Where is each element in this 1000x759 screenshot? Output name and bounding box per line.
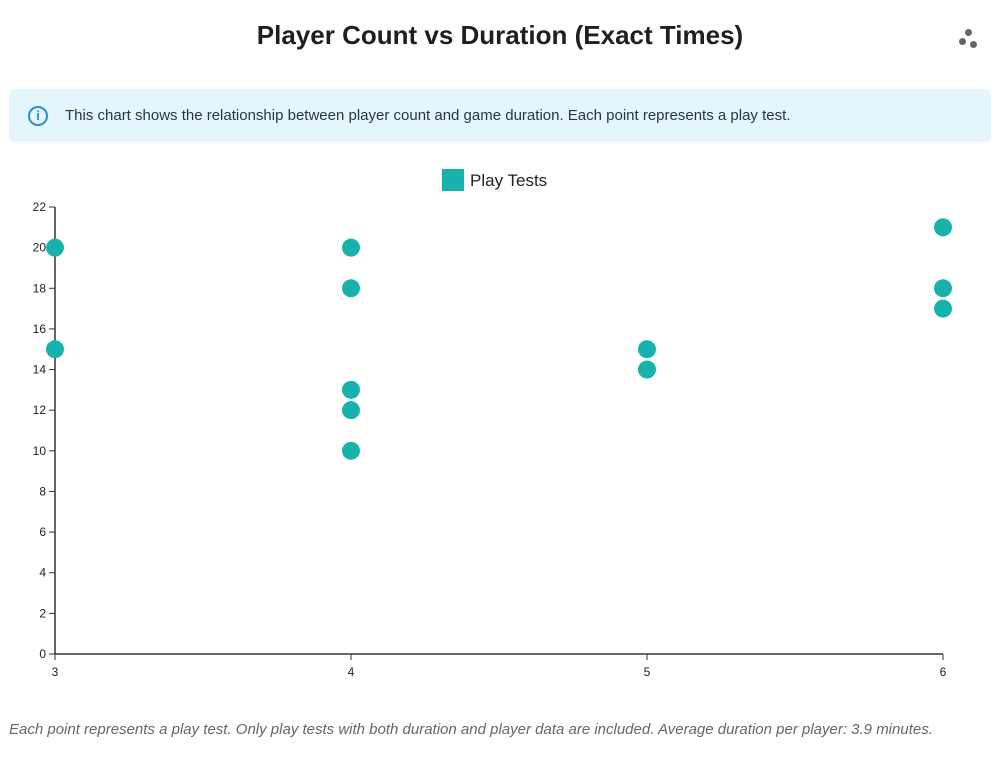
data-point[interactable] bbox=[638, 340, 656, 359]
info-icon: i bbox=[28, 106, 48, 126]
x-tick-label: 3 bbox=[52, 665, 59, 679]
data-point[interactable] bbox=[46, 238, 64, 257]
scatter-chart: Play Tests 0 2 4 6 8 10 12 14 16 18 20 22 3 4 5 6 bbox=[33, 169, 952, 679]
legend-swatch bbox=[442, 169, 464, 191]
x-tick-label: 6 bbox=[940, 665, 947, 679]
y-tick-label: 22 bbox=[33, 200, 47, 214]
y-tick-label: 6 bbox=[39, 525, 46, 539]
data-point[interactable] bbox=[342, 238, 360, 257]
y-tick-label: 16 bbox=[33, 322, 47, 336]
info-banner: i This chart shows the relationship betw… bbox=[9, 89, 991, 142]
y-tick-label: 4 bbox=[39, 566, 46, 580]
y-tick-label: 2 bbox=[39, 606, 46, 620]
x-tick-label: 5 bbox=[644, 665, 651, 679]
data-point[interactable] bbox=[934, 218, 952, 237]
data-point[interactable] bbox=[638, 360, 656, 379]
chart-title: Player Count vs Duration (Exact Times) bbox=[256, 20, 744, 50]
y-tick-label: 8 bbox=[39, 484, 46, 498]
x-tick-label: 4 bbox=[348, 665, 355, 679]
y-tick-label: 10 bbox=[33, 444, 47, 458]
chart-footnote: Each point represents a play test. Only … bbox=[9, 721, 933, 738]
data-point[interactable] bbox=[934, 299, 952, 318]
data-point[interactable] bbox=[342, 441, 360, 460]
data-point[interactable] bbox=[342, 279, 360, 298]
data-point[interactable] bbox=[46, 340, 64, 359]
legend[interactable]: Play Tests bbox=[442, 169, 547, 191]
scatter-menu-icon[interactable] bbox=[955, 26, 985, 54]
y-tick-label: 20 bbox=[33, 241, 47, 255]
data-points bbox=[46, 218, 952, 460]
data-point[interactable] bbox=[342, 401, 360, 420]
legend-label: Play Tests bbox=[470, 171, 547, 190]
y-tick-label: 0 bbox=[39, 647, 46, 661]
data-point[interactable] bbox=[934, 279, 952, 298]
info-text: This chart shows the relationship betwee… bbox=[65, 107, 791, 124]
axes: 0 2 4 6 8 10 12 14 16 18 20 22 3 4 5 6 bbox=[33, 200, 947, 679]
data-point[interactable] bbox=[342, 380, 360, 399]
y-tick-label: 12 bbox=[33, 403, 47, 417]
y-tick-label: 14 bbox=[33, 363, 47, 377]
y-tick-label: 18 bbox=[33, 281, 47, 295]
